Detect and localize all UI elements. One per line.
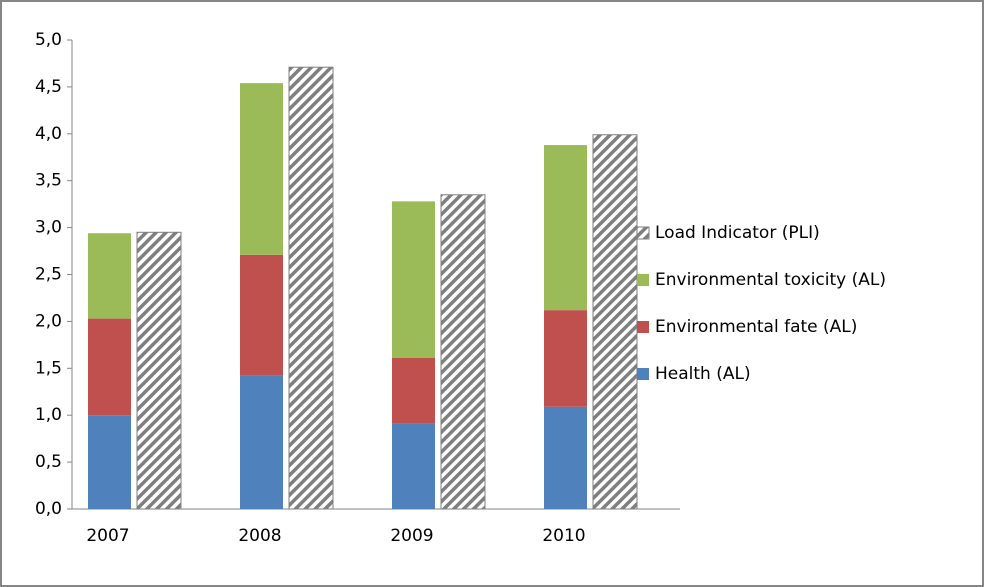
- bar-segment: [240, 83, 283, 255]
- legend-marker: [637, 368, 649, 380]
- bar: [592, 134, 638, 510]
- legend-label: Environmental fate (AL): [655, 317, 857, 337]
- y-tick-label: 2,5: [35, 265, 62, 285]
- y-tick-label: 2,0: [35, 311, 62, 331]
- x-tick-label: 2009: [390, 526, 433, 546]
- y-tick-label: 0,5: [35, 452, 62, 472]
- x-tick-label: 2010: [542, 526, 585, 546]
- bar-segment: [240, 254, 283, 376]
- bar-segment: [392, 423, 435, 509]
- legend-label: Environmental toxicity (AL): [655, 270, 886, 290]
- bar-segment: [544, 310, 587, 407]
- legend-label: Health (AL): [655, 364, 751, 384]
- bar: [288, 66, 334, 510]
- bar: [136, 231, 182, 510]
- bar-segment: [88, 318, 131, 416]
- bar-segment: [88, 415, 131, 509]
- y-tick-label: 5,0: [35, 30, 62, 50]
- bar-segment: [392, 357, 435, 424]
- bar-segment: [88, 233, 131, 319]
- y-tick-label: 4,5: [35, 77, 62, 97]
- legend-label: Load Indicator (PLI): [655, 223, 820, 243]
- y-tick-label: 0,0: [35, 499, 62, 519]
- bar: [440, 194, 486, 510]
- y-tick-label: 3,0: [35, 218, 62, 238]
- y-tick-label: 4,0: [35, 124, 62, 144]
- bar-segment: [544, 406, 587, 509]
- bar-segment: [544, 145, 587, 311]
- legend-marker: [637, 274, 649, 286]
- x-tick-label: 2008: [238, 526, 281, 546]
- legend-marker: [636, 226, 650, 240]
- bar-segment: [240, 375, 283, 509]
- x-tick-label: 2007: [86, 526, 129, 546]
- legend-marker: [637, 321, 649, 333]
- y-tick-label: 1,5: [35, 358, 62, 378]
- y-tick-label: 3,5: [35, 171, 62, 191]
- bar-segment: [392, 201, 435, 358]
- y-tick-label: 1,0: [35, 405, 62, 425]
